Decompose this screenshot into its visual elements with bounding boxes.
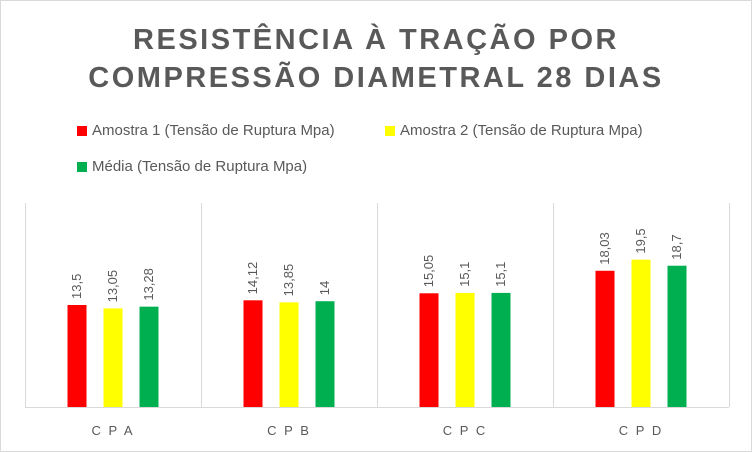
legend-swatch-red (77, 125, 87, 136)
bar-3-2 (667, 265, 687, 407)
bar-1-1 (279, 302, 299, 407)
data-label-1-2: 14 (317, 281, 332, 295)
category-label-0: C P A (91, 423, 134, 438)
legend-item-amostra-1: Amostra 1 (Tensão de Ruptura Mpa) (77, 122, 335, 139)
bar-0-0 (67, 305, 87, 407)
bar-3-0 (595, 270, 615, 407)
bar-1-0 (243, 300, 263, 407)
data-label-0-0: 13,5 (69, 274, 84, 299)
bar-3-1 (631, 259, 651, 407)
data-label-3-0: 18,03 (597, 232, 612, 265)
legend-swatch-green (77, 161, 87, 172)
data-label-2-2: 15,1 (493, 262, 508, 287)
legend-label-media: Média (Tensão de Ruptura Mpa) (92, 158, 308, 175)
category-label-2: C P C (443, 423, 487, 438)
chart-title: RESISTÊNCIA À TRAÇÃO POR COMPRESSÃO DIAM… (1, 21, 751, 97)
bar-2-2 (491, 292, 511, 407)
chart-title-line-1: RESISTÊNCIA À TRAÇÃO POR (133, 24, 619, 56)
category-label-1: C P B (267, 423, 311, 438)
legend-swatch-yellow (385, 125, 395, 136)
legend-label-amostra-2: Amostra 2 (Tensão de Ruptura Mpa) (400, 122, 643, 139)
bar-1-2 (315, 301, 335, 407)
data-label-1-0: 14,12 (245, 262, 260, 295)
legend-label-amostra-1: Amostra 1 (Tensão de Ruptura Mpa) (92, 122, 335, 139)
category-label-3: C P D (619, 423, 663, 438)
data-label-0-1: 13,05 (105, 270, 120, 303)
bar-2-1 (455, 292, 475, 407)
data-label-2-1: 15,1 (457, 262, 472, 287)
data-label-3-2: 18,7 (669, 234, 684, 259)
legend-item-amostra-2: Amostra 2 (Tensão de Ruptura Mpa) (385, 122, 643, 139)
data-label-3-1: 19,5 (633, 228, 648, 253)
bar-2-0 (419, 293, 439, 407)
data-label-2-0: 15,05 (421, 255, 436, 288)
data-label-0-2: 13,28 (141, 268, 156, 301)
legend-item-media: Média (Tensão de Ruptura Mpa) (77, 158, 307, 175)
chart-title-line-2: COMPRESSÃO DIAMETRAL 28 DIAS (88, 62, 664, 94)
data-label-1-1: 13,85 (281, 264, 296, 297)
bar-0-1 (103, 308, 123, 407)
bar-0-2 (139, 306, 159, 407)
